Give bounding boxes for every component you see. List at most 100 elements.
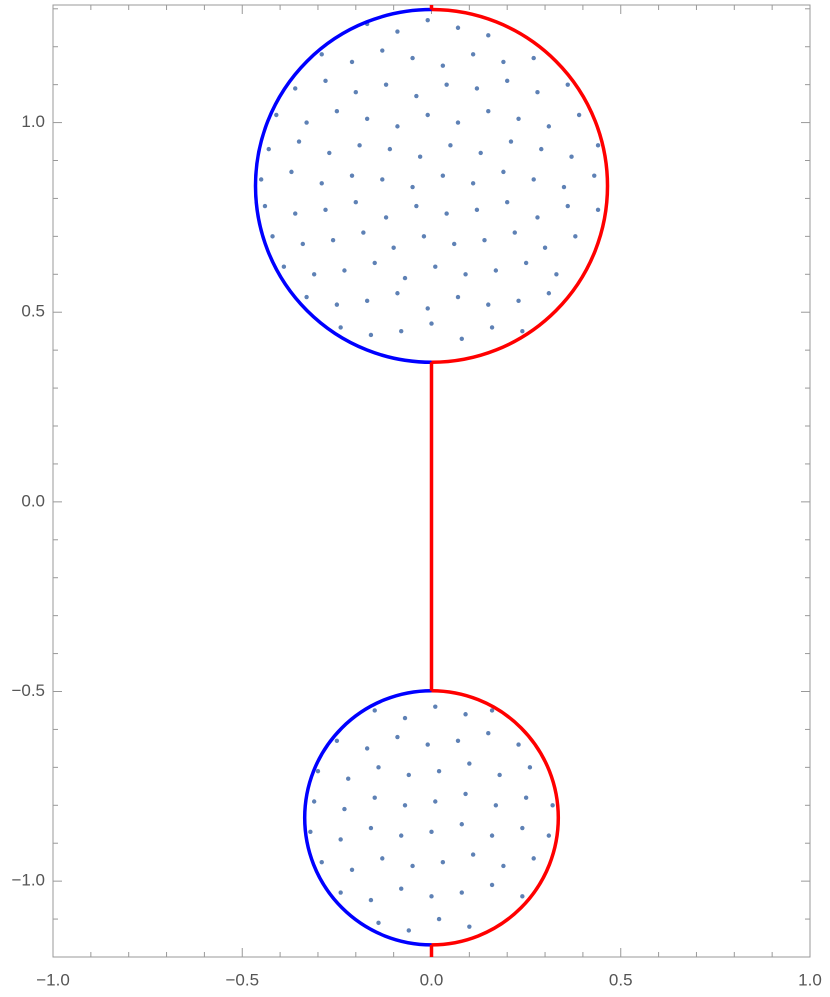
scatter-point	[455, 294, 461, 300]
scatter-point	[531, 856, 536, 861]
scatter-point	[463, 791, 468, 797]
scatter-point	[486, 108, 491, 114]
scatter-point	[486, 302, 491, 307]
scatter-point	[433, 704, 438, 709]
scatter-point	[342, 268, 347, 273]
scatter-point	[304, 294, 309, 300]
scatter-point	[489, 708, 495, 713]
scatter-point	[406, 928, 411, 933]
scatter-point	[501, 59, 506, 65]
scatter-point	[402, 803, 408, 808]
scatter-point	[512, 230, 517, 235]
scatter-point	[417, 154, 423, 159]
scatter-point	[376, 765, 381, 770]
scatter-point	[520, 894, 525, 899]
scatter-point	[380, 856, 385, 861]
scatter-point	[429, 321, 434, 326]
scatter-point	[478, 150, 483, 156]
scatter-point	[414, 203, 419, 209]
scatter-point	[455, 25, 461, 30]
scatter-point	[425, 112, 430, 118]
scatter-point	[349, 173, 355, 178]
scatter-point	[425, 306, 430, 311]
scatter-point	[395, 29, 400, 34]
scatter-point	[436, 768, 442, 774]
scatter-point	[516, 742, 521, 747]
scatter-point	[383, 215, 389, 220]
scatter-point	[448, 143, 453, 148]
scatter-point	[440, 173, 446, 178]
scatter-point	[410, 184, 415, 190]
scatter-point	[459, 890, 464, 895]
scatter-point	[330, 237, 336, 243]
scatter-point	[372, 795, 377, 800]
scatter-point	[470, 181, 476, 186]
scatter-point	[311, 272, 317, 277]
circle-left-half	[254, 7, 432, 365]
scatter-point	[489, 833, 495, 838]
scatter-point	[463, 712, 468, 717]
scatter-point	[414, 93, 419, 99]
scatter-point	[319, 859, 324, 865]
scatter-point	[452, 241, 457, 247]
scatter-point	[406, 772, 411, 778]
scatter-point	[595, 143, 601, 148]
scatter-point	[520, 825, 525, 831]
scatter-point	[474, 86, 480, 91]
scatter-point	[576, 112, 582, 118]
scatter-point	[546, 124, 552, 129]
scatter-point	[281, 264, 287, 269]
scatter-point	[421, 234, 427, 239]
scatter-point	[327, 150, 332, 156]
scatter-point	[497, 772, 502, 778]
scatter-point	[266, 146, 271, 152]
scatter-point	[342, 806, 347, 812]
scatter-point	[274, 112, 279, 118]
scatter-point	[304, 120, 309, 125]
scatter-point	[399, 886, 404, 891]
scatter-point	[334, 302, 340, 307]
scatter-point	[539, 146, 544, 152]
scatter-point	[338, 890, 343, 895]
scatter-point	[546, 291, 552, 296]
scatter-point	[334, 738, 340, 744]
scatter-point	[376, 920, 381, 926]
scatter-point	[440, 63, 446, 68]
y-tick-label: 0.5	[21, 302, 45, 321]
scatter-point	[372, 260, 377, 266]
scatter-point	[508, 139, 514, 144]
scatter-point	[372, 708, 377, 713]
scatter-point	[535, 90, 540, 95]
scatter-point	[595, 207, 601, 213]
scatter-point	[308, 829, 313, 835]
scatter-point	[542, 245, 548, 250]
scatter-point	[523, 795, 529, 800]
scatter-point	[353, 200, 358, 205]
x-tick-label: 1.0	[798, 970, 822, 989]
scatter-point	[554, 272, 559, 277]
circle-right-half	[431, 688, 560, 947]
scatter-point	[569, 154, 574, 159]
scatter-point	[565, 203, 570, 209]
scatter-point	[516, 298, 521, 304]
scatter-point	[357, 143, 362, 148]
scatter-point	[319, 181, 324, 186]
scatter-point	[425, 742, 430, 747]
scatter-point	[467, 761, 472, 766]
scatter-point	[459, 336, 464, 341]
scatter-point	[436, 916, 442, 922]
scatter-point	[470, 852, 476, 857]
scatter-point	[334, 108, 340, 114]
scatter-point	[444, 82, 449, 87]
circle-left-half	[303, 688, 432, 947]
y-tick-label: 1.0	[21, 112, 45, 131]
scatter-point	[402, 715, 408, 721]
scatter-point	[315, 768, 321, 774]
scatter-point	[364, 746, 370, 751]
scatter-point	[293, 86, 298, 91]
scatter-point	[516, 116, 521, 121]
scatter-point	[383, 82, 389, 87]
scatter-point	[380, 177, 385, 182]
